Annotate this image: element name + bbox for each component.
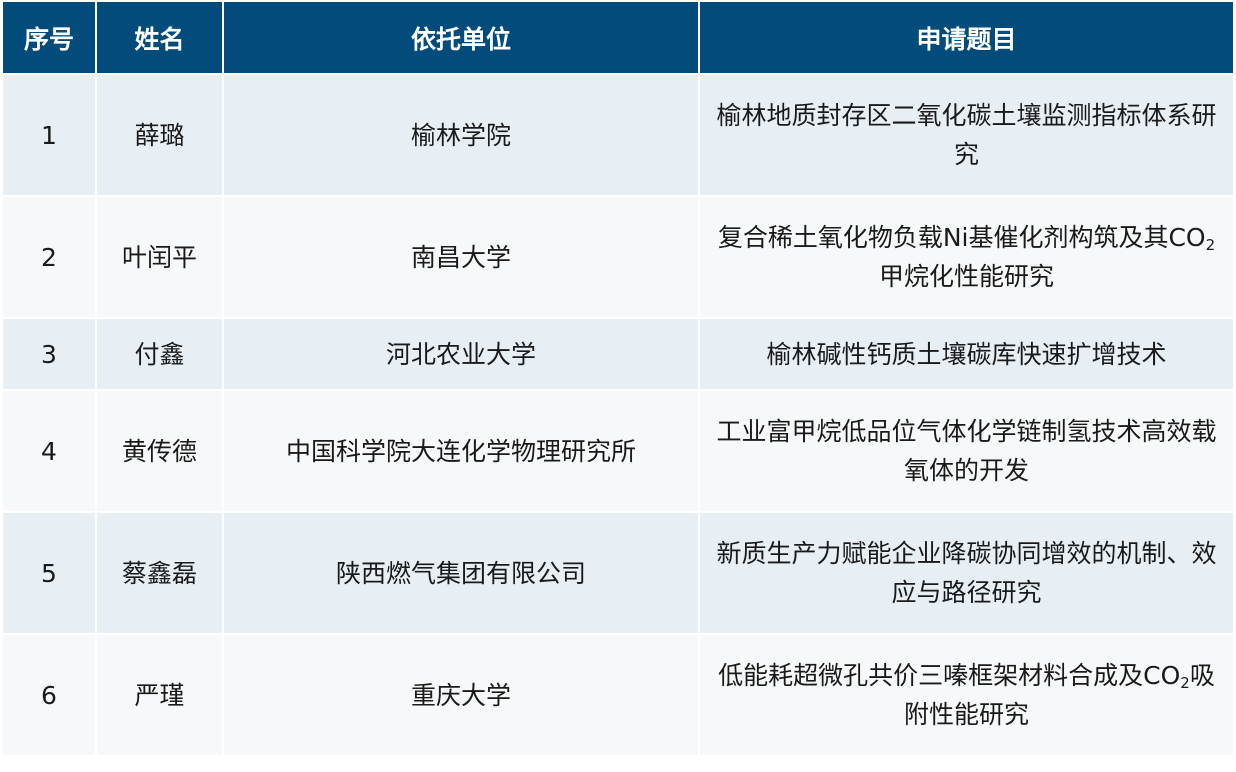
table-header-row: 序号 姓名 依托单位 申请题目 xyxy=(3,2,1233,73)
cell-unit: 中国科学院大连化学物理研究所 xyxy=(224,391,698,511)
table-row: 4 黄传德 中国科学院大连化学物理研究所 工业富甲烷低品位气体化学链制氢技术高效载氧体… xyxy=(3,391,1233,511)
cell-title: 工业富甲烷低品位气体化学链制氢技术高效载氧体的开发 xyxy=(700,391,1233,511)
cell-no: 1 xyxy=(3,75,95,195)
cell-unit: 陕西燃气集团有限公司 xyxy=(224,513,698,633)
cell-name: 严瑾 xyxy=(97,635,222,755)
title-pre: 低能耗超微孔共价三嗪框架材料合成及CO xyxy=(718,661,1181,690)
cell-title: 榆林地质封存区二氧化碳土壤监测指标体系研究 xyxy=(700,75,1233,195)
cell-no: 5 xyxy=(3,513,95,633)
title-pre: 工业富甲烷低品位气体化学链制氢技术高效载氧体的开发 xyxy=(716,417,1217,485)
title-sub: 2 xyxy=(1180,674,1190,692)
cell-unit: 重庆大学 xyxy=(224,635,698,755)
cell-title: 榆林碱性钙质土壤碳库快速扩增技术 xyxy=(700,319,1233,389)
title-post: 甲烷化性能研究 xyxy=(878,262,1054,291)
table-row: 6 严瑾 重庆大学 低能耗超微孔共价三嗪框架材料合成及CO2吸附性能研究 xyxy=(3,635,1233,755)
cell-unit: 南昌大学 xyxy=(224,197,698,317)
header-title: 申请题目 xyxy=(700,2,1233,73)
title-pre: 榆林地质封存区二氧化碳土壤监测指标体系研究 xyxy=(716,101,1217,169)
title-pre: 新质生产力赋能企业降碳协同增效的机制、效应与路径研究 xyxy=(716,539,1217,607)
header-unit: 依托单位 xyxy=(224,2,698,73)
table-row: 3 付鑫 河北农业大学 榆林碱性钙质土壤碳库快速扩增技术 xyxy=(3,319,1233,389)
applicants-table: 序号 姓名 依托单位 申请题目 1 薛璐 榆林学院 榆林地质封存区二氧化碳土壤监测指标… xyxy=(1,0,1235,757)
cell-no: 3 xyxy=(3,319,95,389)
cell-name: 蔡鑫磊 xyxy=(97,513,222,633)
header-name: 姓名 xyxy=(97,2,222,73)
cell-title: 低能耗超微孔共价三嗪框架材料合成及CO2吸附性能研究 xyxy=(700,635,1233,755)
cell-unit: 榆林学院 xyxy=(224,75,698,195)
cell-name: 叶闰平 xyxy=(97,197,222,317)
cell-title: 新质生产力赋能企业降碳协同增效的机制、效应与路径研究 xyxy=(700,513,1233,633)
header-no: 序号 xyxy=(3,2,95,73)
cell-no: 2 xyxy=(3,197,95,317)
title-pre: 复合稀土氧化物负载Ni基催化剂构筑及其CO xyxy=(717,223,1206,252)
cell-no: 6 xyxy=(3,635,95,755)
title-sub: 2 xyxy=(1205,236,1216,254)
table-row: 1 薛璐 榆林学院 榆林地质封存区二氧化碳土壤监测指标体系研究 xyxy=(3,75,1233,195)
table-row: 5 蔡鑫磊 陕西燃气集团有限公司 新质生产力赋能企业降碳协同增效的机制、效应与路径研究 xyxy=(3,513,1233,633)
title-pre: 榆林碱性钙质土壤碳库快速扩增技术 xyxy=(766,339,1167,369)
title-post: 吸附性能研究 xyxy=(903,661,1215,729)
cell-no: 4 xyxy=(3,391,95,511)
cell-name: 薛璐 xyxy=(97,75,222,195)
cell-title: 复合稀土氧化物负载Ni基催化剂构筑及其CO2 甲烷化性能研究 xyxy=(700,197,1233,317)
cell-name: 黄传德 xyxy=(97,391,222,511)
table-row: 2 叶闰平 南昌大学 复合稀土氧化物负载Ni基催化剂构筑及其CO2甲烷化性能研究 xyxy=(3,197,1233,317)
cell-name: 付鑫 xyxy=(97,319,222,389)
cell-unit: 河北农业大学 xyxy=(224,319,698,389)
